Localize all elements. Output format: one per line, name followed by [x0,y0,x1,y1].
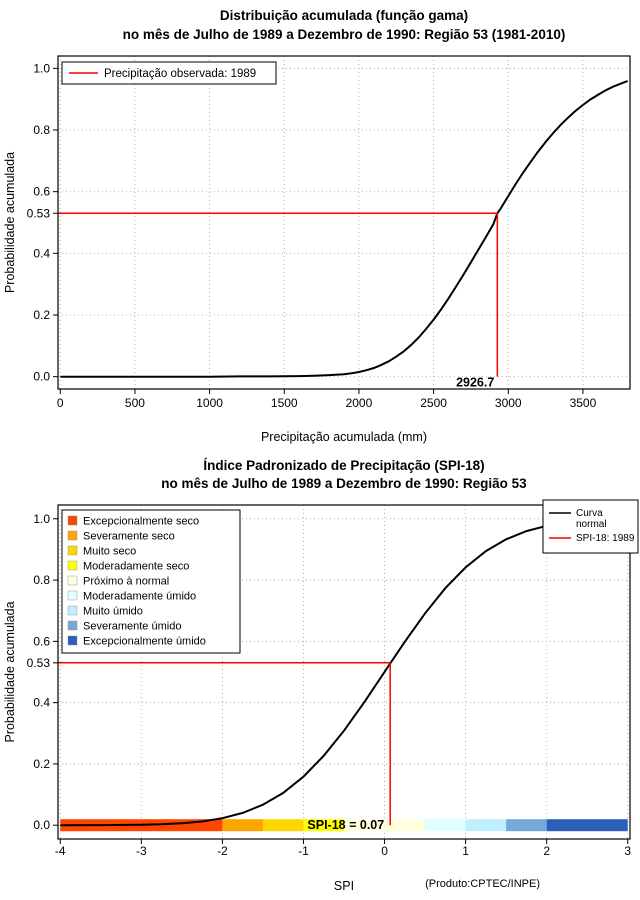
chart-title: Distribuição acumulada (função gama) [220,8,468,23]
gamma-distribution-chart: Distribuição acumulada (função gama) no m… [3,8,631,444]
curva-normal-cdf [60,518,628,827]
category-legend-label: Muito úmido [83,606,143,618]
lines-legend-label: SPI-18: 1989 [576,533,635,544]
category-legend-label: Moderadamente seco [83,561,189,573]
y-axis-label: Probabilidade acumulada [3,152,17,293]
lines-legend-box [542,499,639,554]
legend-box [61,61,277,85]
curva-gama-cdf [60,80,629,378]
x-tick-label: 3 [624,844,631,858]
spi-index-chart: Índice Padronizado de Precipitação (SPI-… [0,455,640,900]
lines-legend-label: Curva [576,508,603,519]
chart-subtitle: no mês de Julho de 1989 a Dezembro de 19… [161,476,527,491]
plot-border [57,504,631,840]
y-tick-label: 0.6 [33,185,50,199]
x-axis-label: Precipitação acumulada (mm) [261,430,427,444]
category-legend-label: Excepcionalmente úmido [83,636,206,648]
y-tick-label: 0.4 [33,696,50,710]
category-legend-swatch [67,605,78,616]
category-legend-swatch [67,635,78,646]
legend-item-label: Precipitação observada: 1989 [104,68,256,80]
lines-legend-label: normal [576,519,607,530]
x-tick-label: 500 [125,396,145,410]
x-tick-label: 2 [543,844,550,858]
category-bar-segment [506,819,547,832]
y-tick-label: 0.6 [33,634,50,648]
category-legend-swatch [67,515,78,526]
y-tick-label: 0.2 [33,757,50,771]
x-tick-label: -4 [55,844,66,858]
product-footnote: (Produto:CPTEC/INPE) [425,878,540,890]
y-tick-label: 0.8 [33,573,50,587]
category-legend-swatch [67,530,78,541]
x-tick-label: 0 [381,844,388,858]
category-legend-swatch [67,590,78,601]
y-tick-label: 0.4 [33,246,50,260]
plot-border [57,55,631,390]
category-legend-label: Próximo à normal [83,576,169,588]
category-legend-box [61,509,241,654]
x-axis-label: SPI [334,879,354,893]
chart-subtitle: no mês de Julho de 1989 a Dezembro de 19… [123,27,566,42]
gamma-cdf-plot: Distribuição acumulada (função gama) no m… [3,8,631,444]
x-tick-label: 1 [462,844,469,858]
x-tick-label: 1000 [196,396,223,410]
spi-cdf-plot: Índice Padronizado de Precipitação (SPI-… [3,458,639,893]
x-tick-label: 1500 [271,396,298,410]
y-tick-label: 0.53 [27,656,51,670]
y-tick-label: 0.2 [33,308,50,322]
x-tick-label: 3500 [570,396,597,410]
category-legend-label: Excepcionalmente seco [83,516,199,528]
x-tick-label: 0 [57,396,64,410]
category-legend-label: Muito seco [83,546,136,558]
category-legend-swatch [67,575,78,586]
category-legend-label: Moderadamente úmido [83,591,196,603]
category-bar-segment [546,819,628,832]
x-tick-label: 2500 [420,396,447,410]
y-tick-label: 0.0 [33,818,50,832]
category-bar-segment [465,819,507,832]
category-bar-segment [222,819,263,832]
x-tick-label: -1 [298,844,309,858]
category-legend-label: Severamente úmido [83,621,181,633]
x-tick-label: -2 [217,844,228,858]
y-tick-label: 0.53 [27,206,51,220]
category-bar-segment [344,819,426,832]
category-bar-segment [425,819,466,832]
y-axis-label: Probabilidade acumulada [3,601,17,742]
reference-x-value-label: 2926.7 [456,376,494,390]
category-legend-swatch [67,545,78,556]
x-tick-label: -3 [136,844,147,858]
y-tick-label: 0.8 [33,123,50,137]
y-tick-label: 1.0 [33,61,50,75]
x-tick-label: 2000 [346,396,373,410]
y-tick-label: 0.0 [33,370,50,384]
x-tick-label: 3000 [495,396,522,410]
category-bar-segment [262,819,304,832]
chart-title: Índice Padronizado de Precipitação (SPI-… [203,458,484,473]
category-legend-swatch [67,560,78,571]
spi-value-annotation: SPI-18 = 0.07 [307,818,384,832]
category-bar-segment [303,819,344,832]
category-legend-swatch [67,620,78,631]
category-legend-label: Severamente seco [83,531,175,543]
y-tick-label: 1.0 [33,512,50,526]
